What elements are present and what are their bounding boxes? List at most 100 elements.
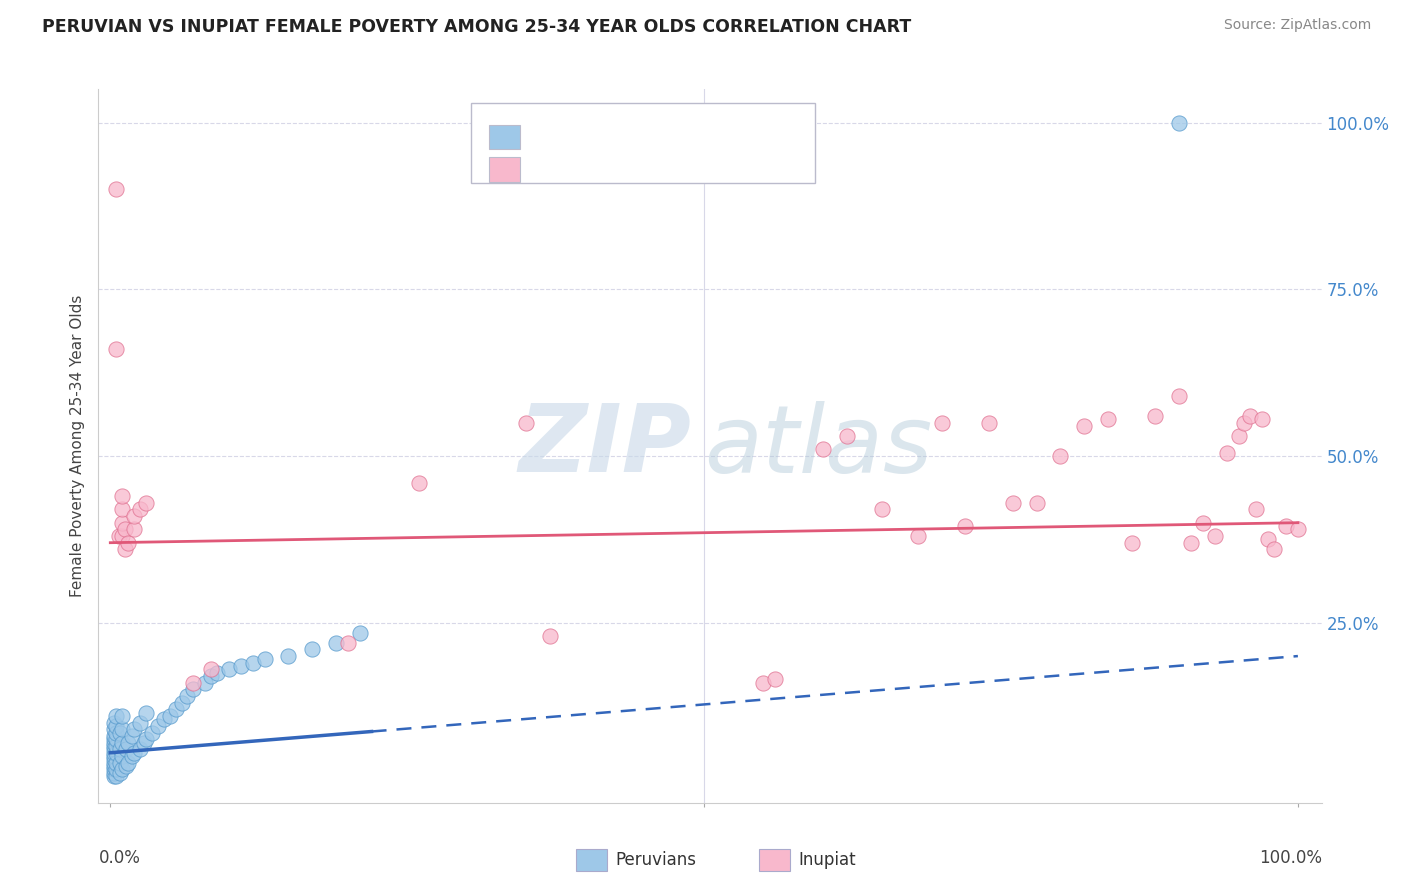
Point xyxy=(165,702,187,716)
Point xyxy=(114,542,136,557)
Point xyxy=(122,746,145,760)
Point xyxy=(752,675,775,690)
Point xyxy=(135,706,157,720)
Point xyxy=(121,749,143,764)
Point xyxy=(129,502,152,516)
Point xyxy=(108,725,131,739)
Point xyxy=(1168,115,1191,129)
Point xyxy=(835,429,858,443)
Point xyxy=(103,742,125,756)
Point xyxy=(1251,412,1274,426)
Point xyxy=(277,649,299,664)
Point xyxy=(111,723,134,737)
Point xyxy=(205,665,228,680)
Point xyxy=(111,763,134,777)
Point xyxy=(111,709,134,723)
Point xyxy=(103,729,125,743)
Point xyxy=(105,343,128,357)
Point xyxy=(135,732,157,747)
Point xyxy=(105,719,128,733)
Point xyxy=(1227,429,1250,443)
Point xyxy=(1233,416,1256,430)
Point xyxy=(194,675,217,690)
Point xyxy=(103,746,125,760)
Point xyxy=(146,719,169,733)
Point xyxy=(103,723,125,737)
Text: atlas: atlas xyxy=(704,401,932,491)
Point xyxy=(103,759,125,773)
Point xyxy=(103,736,125,750)
Point xyxy=(152,713,174,727)
Point xyxy=(103,715,125,730)
Point xyxy=(1239,409,1261,423)
Point xyxy=(1097,412,1119,426)
Point xyxy=(763,673,786,687)
Point xyxy=(325,636,347,650)
Point xyxy=(1168,389,1191,403)
Point xyxy=(1073,419,1095,434)
Point xyxy=(114,742,136,756)
Point xyxy=(105,739,128,753)
Point xyxy=(111,502,134,516)
Point xyxy=(105,769,128,783)
Point xyxy=(1180,535,1202,549)
Text: 0.0%: 0.0% xyxy=(98,849,141,867)
Point xyxy=(105,763,128,777)
Point xyxy=(301,642,323,657)
Point xyxy=(122,522,145,536)
Point xyxy=(907,529,929,543)
Point xyxy=(170,696,193,710)
Point xyxy=(176,689,198,703)
Point xyxy=(336,636,359,650)
Point xyxy=(1192,516,1215,530)
Text: R =  0.026   N = 50: R = 0.026 N = 50 xyxy=(529,161,704,178)
Point xyxy=(103,765,125,780)
Point xyxy=(229,659,252,673)
Point xyxy=(1001,496,1024,510)
Point xyxy=(141,725,163,739)
Point xyxy=(103,752,125,766)
Point xyxy=(117,756,139,770)
Point xyxy=(1204,529,1226,543)
Point xyxy=(1263,542,1285,557)
Point xyxy=(1286,522,1309,536)
Text: PERUVIAN VS INUPIAT FEMALE POVERTY AMONG 25-34 YEAR OLDS CORRELATION CHART: PERUVIAN VS INUPIAT FEMALE POVERTY AMONG… xyxy=(42,18,911,36)
Point xyxy=(811,442,834,457)
Point xyxy=(538,629,561,643)
Text: R =  0.144   N = 66: R = 0.144 N = 66 xyxy=(529,128,704,146)
Point xyxy=(122,723,145,737)
Point xyxy=(105,756,128,770)
Point xyxy=(105,732,128,747)
Point xyxy=(103,769,125,783)
Point xyxy=(117,535,139,549)
Point xyxy=(111,529,134,543)
Point xyxy=(122,509,145,524)
Point xyxy=(1049,449,1071,463)
Point xyxy=(183,675,205,690)
Point xyxy=(108,756,131,770)
Point xyxy=(1144,409,1167,423)
Point xyxy=(105,709,128,723)
Point xyxy=(242,656,264,670)
Point xyxy=(408,475,430,490)
Text: Source: ZipAtlas.com: Source: ZipAtlas.com xyxy=(1223,18,1371,32)
Point xyxy=(955,519,977,533)
Point xyxy=(121,729,143,743)
Point xyxy=(1257,533,1279,547)
Point xyxy=(103,756,125,770)
Point xyxy=(135,496,157,510)
Point xyxy=(117,736,139,750)
Text: Peruvians: Peruvians xyxy=(616,851,697,869)
Point xyxy=(253,652,276,666)
Text: Inupiat: Inupiat xyxy=(799,851,856,869)
Point xyxy=(870,502,893,516)
Point xyxy=(159,709,181,723)
Point xyxy=(111,489,134,503)
Point xyxy=(977,416,1000,430)
Point xyxy=(114,522,136,536)
Point xyxy=(105,182,128,196)
Point xyxy=(111,516,134,530)
Point xyxy=(108,765,131,780)
Point xyxy=(103,749,125,764)
Point xyxy=(103,739,125,753)
